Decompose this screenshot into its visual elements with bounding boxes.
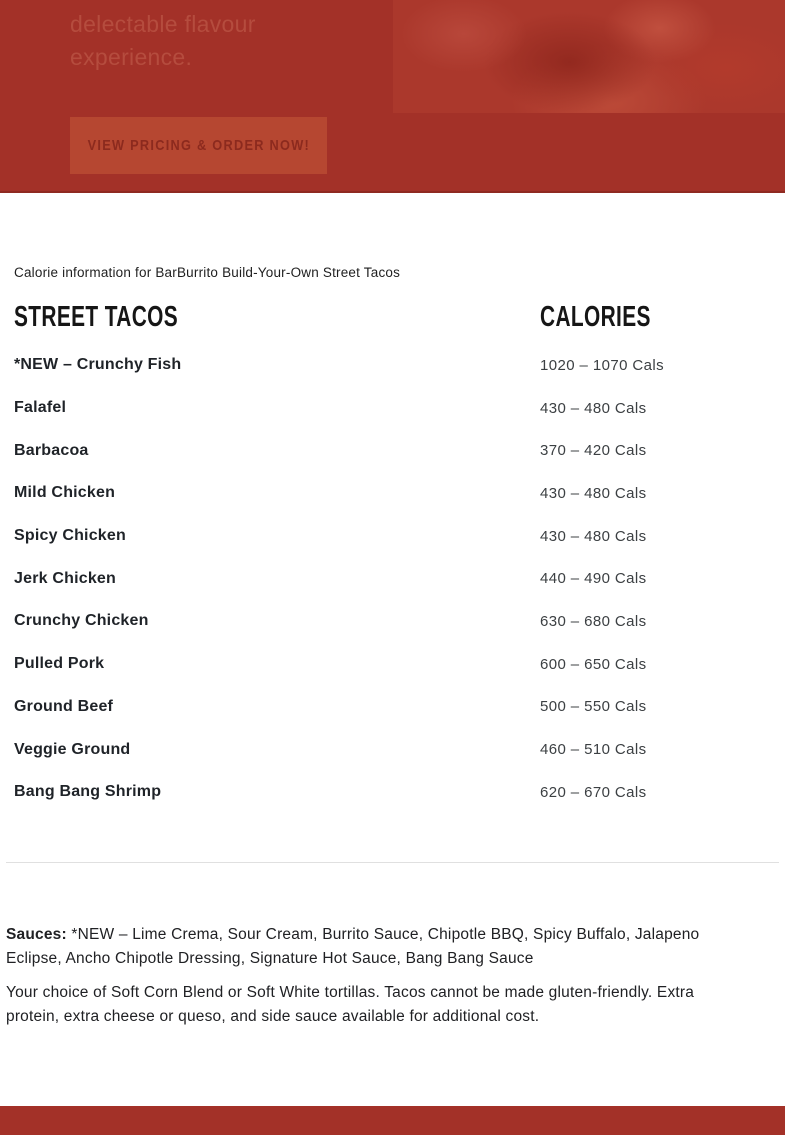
sauces-text: *NEW – Lime Crema, Sour Cream, Burrito S… xyxy=(6,925,700,968)
item-name: Pulled Pork xyxy=(14,655,105,673)
hero-tagline-line1: delectable flavour xyxy=(70,11,256,37)
hero-section: delectable flavour experience. VIEW PRIC… xyxy=(0,0,785,193)
column-header-calories: CALORIES xyxy=(540,297,785,337)
calorie-info-section: Calorie information for BarBurrito Build… xyxy=(0,193,785,1106)
view-pricing-order-button[interactable]: VIEW PRICING & ORDER NOW! xyxy=(70,117,327,174)
table-row: Bang Bang Shrimp 620 – 670 Cals xyxy=(0,771,785,814)
item-calories: 430 – 480 Cals xyxy=(540,527,647,545)
calorie-info-note: Calorie information for BarBurrito Build… xyxy=(14,265,401,280)
item-calories: 600 – 650 Cals xyxy=(540,655,647,673)
tortilla-note: Your choice of Soft Corn Blend or Soft W… xyxy=(6,983,695,1026)
item-name: Barbacoa xyxy=(14,441,89,459)
calories-header-label: CALORIES xyxy=(540,301,651,333)
menu-list: *NEW – Crunchy Fish 1020 – 1070 Cals Fal… xyxy=(0,344,785,814)
item-calories: 630 – 680 Cals xyxy=(540,612,647,630)
table-row: Veggie Ground 460 – 510 Cals xyxy=(0,728,785,771)
item-name: Spicy Chicken xyxy=(14,527,126,545)
sauces-note: Sauces: *NEW – Lime Crema, Sour Cream, B… xyxy=(6,923,732,972)
table-row: Crunchy Chicken 630 – 680 Cals xyxy=(0,600,785,643)
item-name: Crunchy Chicken xyxy=(14,612,149,630)
hero-tagline-line2: experience. xyxy=(70,44,193,70)
column-header-street-tacos: STREET TACOS xyxy=(14,297,540,337)
table-row: Pulled Pork 600 – 650 Cals xyxy=(0,643,785,686)
table-row: Mild Chicken 430 – 480 Cals xyxy=(0,472,785,515)
item-name: Ground Beef xyxy=(14,697,114,715)
item-calories: 460 – 510 Cals xyxy=(540,741,647,759)
item-calories: 620 – 670 Cals xyxy=(540,783,647,801)
item-calories: 500 – 550 Cals xyxy=(540,698,647,716)
table-row: Spicy Chicken 430 – 480 Cals xyxy=(0,515,785,558)
menu-header-row: STREET TACOS CALORIES xyxy=(0,297,785,337)
item-calories: 370 – 420 Cals xyxy=(540,442,647,460)
table-row: Barbacoa 370 – 420 Cals xyxy=(0,429,785,472)
street-tacos-header-label: STREET TACOS xyxy=(14,301,179,333)
item-calories: 1020 – 1070 Cals xyxy=(540,356,664,374)
table-row: Jerk Chicken 440 – 490 Cals xyxy=(0,557,785,600)
view-pricing-order-label: VIEW PRICING & ORDER NOW! xyxy=(87,137,310,154)
sauces-label: Sauces: xyxy=(6,925,67,943)
item-name: Falafel xyxy=(14,399,67,417)
hero-tagline: delectable flavour experience. xyxy=(70,8,256,74)
item-calories: 430 – 480 Cals xyxy=(540,484,647,502)
table-row: Ground Beef 500 – 550 Cals xyxy=(0,686,785,729)
item-name: *NEW – Crunchy Fish xyxy=(14,356,182,374)
item-calories: 430 – 480 Cals xyxy=(540,399,647,417)
item-name: Jerk Chicken xyxy=(14,569,117,587)
footer-bar xyxy=(0,1106,785,1135)
hero-food-image xyxy=(393,0,785,113)
item-calories: 440 – 490 Cals xyxy=(540,570,647,588)
item-name: Veggie Ground xyxy=(14,740,131,758)
item-name: Bang Bang Shrimp xyxy=(14,783,162,801)
table-row: Falafel 430 – 480 Cals xyxy=(0,387,785,430)
item-name: Mild Chicken xyxy=(14,484,116,502)
table-row: *NEW – Crunchy Fish 1020 – 1070 Cals xyxy=(0,344,785,387)
section-divider xyxy=(6,861,779,863)
